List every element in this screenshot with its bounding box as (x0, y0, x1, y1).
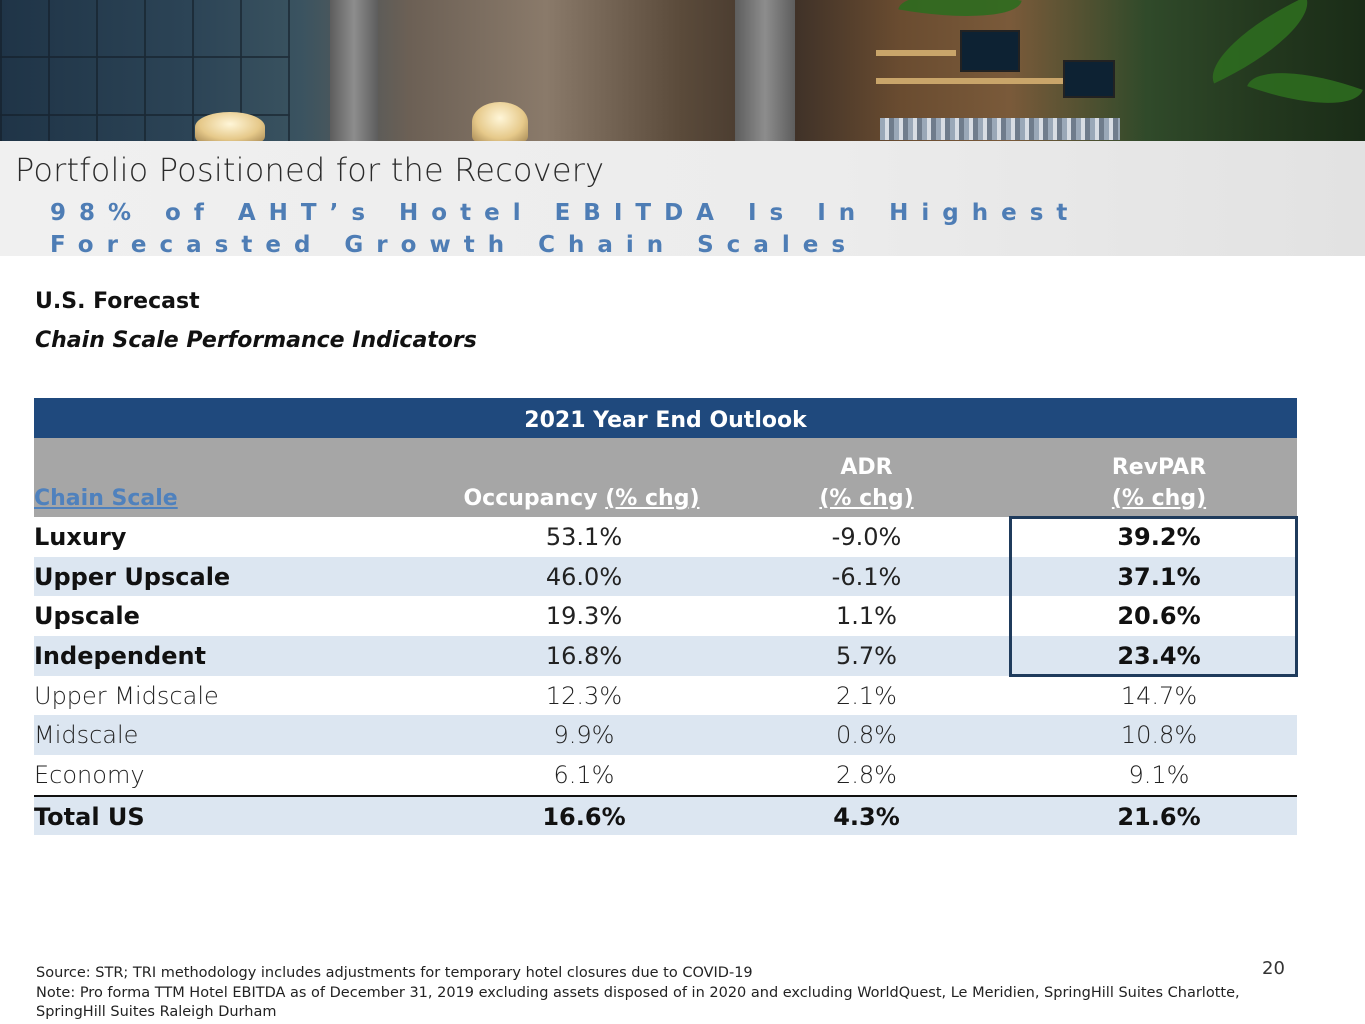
row-revpar: 10.8% (1094, 715, 1224, 755)
row-chain-scale: Upscale (34, 596, 140, 636)
row-adr: 0.8% (814, 715, 919, 755)
row-adr: 1.1% (814, 596, 919, 636)
row-adr: -6.1% (814, 557, 919, 597)
column-header-occupancy: Occupancy (% chg) (449, 486, 714, 511)
row-revpar: 9.1% (1094, 755, 1224, 795)
row-adr: 2.1% (814, 676, 919, 716)
row-occupancy: 19.3% (504, 596, 664, 636)
note-line: Note: Pro forma TTM Hotel EBITDA as of D… (36, 984, 1256, 1023)
column-header-revpar: RevPAR (1094, 455, 1224, 480)
row-chain-scale: Luxury (34, 517, 126, 557)
section-heading: U.S. Forecast (35, 289, 200, 314)
source-notes: Source: STR; TRI methodology includes ad… (36, 964, 1256, 1023)
row-revpar: 14.7% (1094, 676, 1224, 716)
page-subtitle: 98% of AHT’s Hotel EBITDA Is In Highest … (50, 197, 1350, 261)
row-chain-scale: Upper Midscale (34, 676, 219, 716)
banner-plant-leaf (898, 0, 1021, 30)
total-revpar: 21.6% (1094, 797, 1224, 837)
banner-shelf (876, 50, 956, 56)
row-occupancy: 53.1% (504, 517, 664, 557)
banner-tv (960, 30, 1020, 72)
page-number: 20 (1262, 958, 1285, 979)
banner-pillar (330, 0, 378, 141)
banner-tv (1063, 60, 1115, 98)
total-adr: 4.3% (814, 797, 919, 837)
row-adr: -9.0% (814, 517, 919, 557)
source-line: Source: STR; TRI methodology includes ad… (36, 964, 1256, 984)
banner-lamp (195, 112, 265, 141)
table-row: Upper Upscale 46.0% -6.1% 37.1% (34, 557, 1297, 597)
banner-lamp (472, 102, 528, 141)
row-occupancy: 12.3% (504, 676, 664, 716)
banner-bottles (880, 118, 1120, 140)
column-header-adr-unit: (% chg) (814, 486, 919, 511)
occupancy-unit: (% chg) (605, 486, 699, 511)
total-chain-scale: Total US (34, 797, 145, 837)
row-adr: 2.8% (814, 755, 919, 795)
table-row: Upper Midscale 12.3% 2.1% 14.7% (34, 676, 1297, 716)
row-revpar: 20.6% (1094, 596, 1224, 636)
banner-plant-leaf (1197, 0, 1323, 83)
banner-shelf (876, 78, 1076, 84)
row-chain-scale: Upper Upscale (34, 557, 230, 597)
row-revpar: 23.4% (1094, 636, 1224, 676)
table-row: Independent 16.8% 5.7% 23.4% (34, 636, 1297, 676)
row-occupancy: 16.8% (504, 636, 664, 676)
table-total-row: Total US 16.6% 4.3% 21.6% (34, 795, 1297, 835)
section-subheading: Chain Scale Performance Indicators (35, 328, 477, 353)
row-chain-scale: Independent (34, 636, 206, 676)
chain-scale-table: 2021 Year End Outlook Chain Scale Occupa… (34, 398, 1297, 835)
banner-pillar (735, 0, 795, 141)
table-row: Upscale 19.3% 1.1% 20.6% (34, 596, 1297, 636)
banner-plant-leaf (1247, 52, 1363, 123)
occupancy-label: Occupancy (463, 486, 605, 511)
table-row: Midscale 9.9% 0.8% 10.8% (34, 715, 1297, 755)
row-chain-scale: Midscale (34, 715, 138, 755)
column-header-revpar-unit: (% chg) (1094, 486, 1224, 511)
table-column-headers: Chain Scale Occupancy (% chg) ADR (% chg… (34, 438, 1297, 517)
row-adr: 5.7% (814, 636, 919, 676)
row-chain-scale: Economy (34, 755, 145, 795)
hotel-banner-image (0, 0, 1365, 141)
row-revpar: 39.2% (1094, 517, 1224, 557)
column-header-adr: ADR (814, 455, 919, 480)
column-header-chain-scale: Chain Scale (34, 486, 178, 511)
page-title: Portfolio Positioned for the Recovery (15, 151, 604, 189)
table-row: Economy 6.1% 2.8% 9.1% (34, 755, 1297, 795)
row-occupancy: 46.0% (504, 557, 664, 597)
row-revpar: 37.1% (1094, 557, 1224, 597)
row-occupancy: 9.9% (504, 715, 664, 755)
table-row: Luxury 53.1% -9.0% 39.2% (34, 517, 1297, 557)
row-occupancy: 6.1% (504, 755, 664, 795)
table-band-title: 2021 Year End Outlook (34, 398, 1297, 438)
total-occupancy: 16.6% (504, 797, 664, 837)
